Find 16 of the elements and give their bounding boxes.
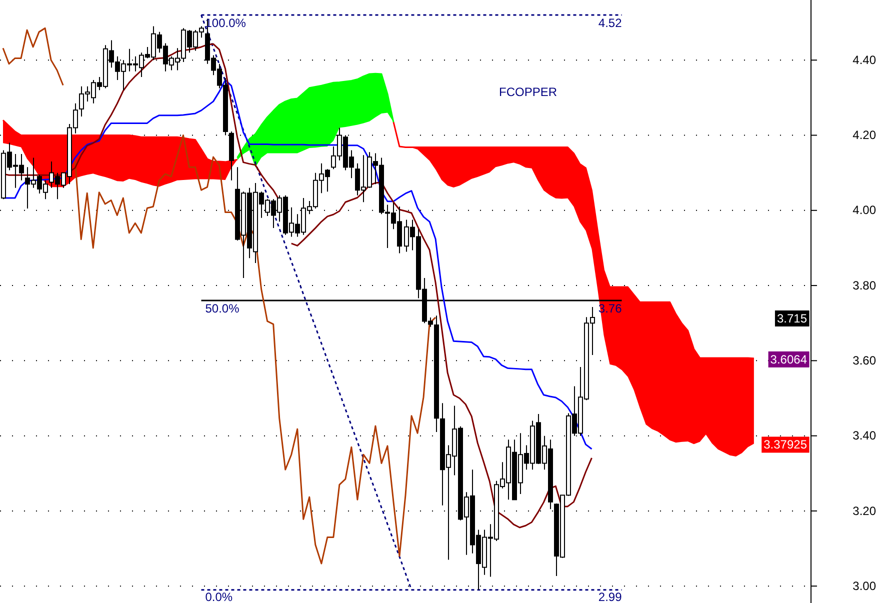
y-tick-label: 3.20 [852, 504, 876, 518]
y-tick-label: 3.40 [852, 428, 876, 443]
y-tick-label: 3.00 [852, 578, 876, 593]
text: FCOPPER [498, 85, 558, 99]
annotation: 2.99 [598, 590, 622, 603]
annotation: 0.0% [205, 590, 233, 603]
y-tick-label: 4.40 [852, 52, 876, 67]
annotation: 3.715 [776, 311, 808, 326]
y-tick-label: 3.80 [852, 278, 876, 292]
annotation: 50.0% [205, 302, 240, 316]
annotation: 4.52 [598, 16, 622, 30]
annotation: 3.37925 [764, 438, 808, 452]
annotation: 3.6064 [770, 352, 808, 366]
y-tick-label: 4.00 [852, 203, 876, 218]
y-tick-label: 3.60 [852, 354, 876, 368]
y-tick-label: 4.20 [852, 128, 876, 142]
